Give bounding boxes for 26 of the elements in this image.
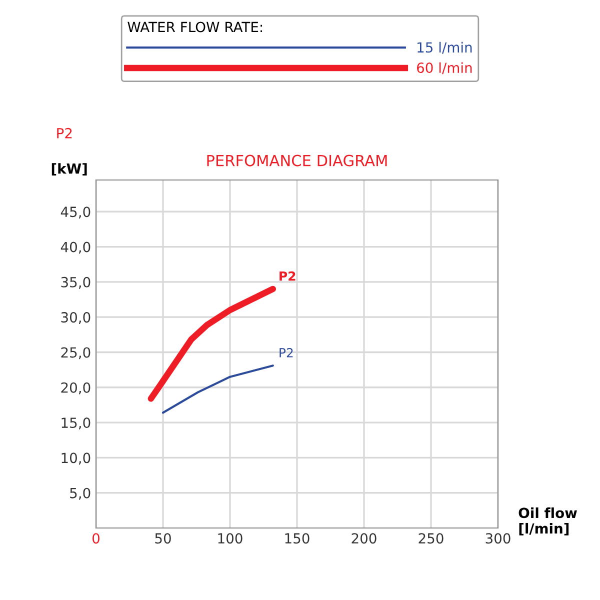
- text: 15 l/min: [418, 42, 472, 54]
- y-tick-label: 10,0: [62, 452, 90, 465]
- x-tick-label: 300: [486, 533, 510, 544]
- x-tick-label: 150: [285, 533, 310, 544]
- x-tick-label: 0: [92, 533, 100, 544]
- line-series: [162, 364, 274, 414]
- y-tick-label: 45,0: [60, 206, 90, 219]
- x-tick-label: 100: [218, 533, 242, 544]
- y-tick-label: 40,0: [60, 242, 90, 254]
- text: 60 l/min: [417, 62, 472, 74]
- x-tick-label: 50: [155, 533, 171, 544]
- y-tick-label: 35,0: [61, 276, 90, 289]
- y-tick-label: 5,0: [70, 488, 90, 500]
- legend-title: WATER FLOW RATE:: [128, 22, 262, 32]
- annotation: P2: [280, 348, 293, 358]
- y-tick-label: 20,0: [61, 382, 90, 394]
- x-tick-label: 250: [418, 533, 444, 544]
- x-axis-title: Oil flow [l/min]: [518, 507, 577, 536]
- y-tick-label: 25,0: [61, 347, 90, 360]
- x-tick-label: 200: [352, 533, 376, 544]
- text: P2: [57, 128, 72, 138]
- annotation: P2: [280, 271, 296, 281]
- y-tick-label: 15,0: [62, 418, 90, 430]
- y-tick-label: 30,0: [61, 312, 90, 324]
- chart-title: PERFOMANCE DIAGRAM: [207, 154, 387, 166]
- y-axis-title: [kW]: [52, 163, 87, 176]
